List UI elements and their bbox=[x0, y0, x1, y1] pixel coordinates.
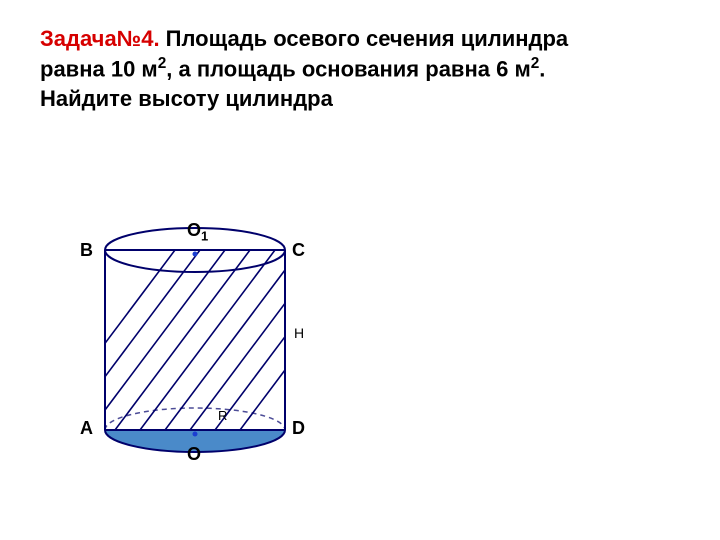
problem-line3: Найдите высоту цилиндра bbox=[40, 86, 333, 111]
problem-line1: Площадь осевого сечения цилиндра bbox=[160, 26, 569, 51]
label-C: C bbox=[292, 240, 305, 261]
center-bottom-dot bbox=[193, 432, 198, 437]
center-top-dot bbox=[193, 252, 198, 257]
problem-statement: Задача№4. Площадь осевого сечения цилинд… bbox=[40, 24, 600, 113]
problem-sup2: 2 bbox=[531, 55, 540, 72]
label-D: D bbox=[292, 418, 305, 439]
problem-sup1: 2 bbox=[158, 55, 167, 72]
bottom-back-arc bbox=[105, 408, 285, 430]
problem-line2a: равна 10 м bbox=[40, 56, 158, 81]
label-H: H bbox=[294, 325, 304, 341]
label-B: B bbox=[80, 240, 93, 261]
cylinder-diagram: A B C D O O1 H R bbox=[70, 190, 330, 510]
problem-line2c: . bbox=[539, 56, 545, 81]
label-O1-sub: 1 bbox=[201, 229, 208, 244]
problem-line2b: , а площадь основания равна 6 м bbox=[166, 56, 530, 81]
label-O1-letter: O bbox=[187, 220, 201, 240]
label-O1: O1 bbox=[187, 220, 208, 244]
label-A: A bbox=[80, 418, 93, 439]
label-R: R bbox=[218, 408, 227, 423]
problem-number: Задача№4. bbox=[40, 26, 160, 51]
label-O: O bbox=[187, 444, 201, 465]
